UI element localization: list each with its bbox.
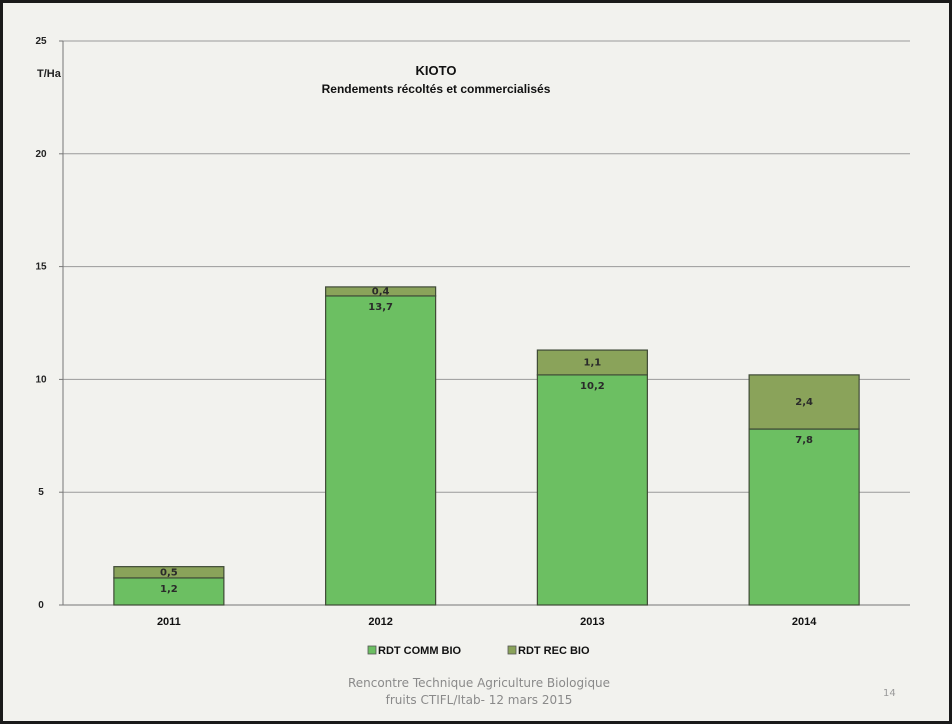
data-label: 0,4 (372, 286, 390, 297)
y-tick-label: 5 (38, 487, 44, 498)
bars: 1,2 0,5 13,7 0,4 10,2 1,1 7,8 2,4 (113, 286, 860, 606)
y-tick-label: 0 (38, 600, 44, 611)
bar-segment (536, 349, 648, 376)
y-tick-label: 10 (35, 374, 47, 385)
legend-swatch (507, 645, 517, 655)
legend-label: RDT COMM BIO (378, 645, 462, 657)
x-tick-label: 2011 (157, 616, 181, 628)
page-number: 14 (883, 688, 896, 699)
data-label: 10,2 (580, 381, 605, 392)
footer-line-1: Rencontre Technique Agriculture Biologiq… (347, 676, 611, 690)
bar-segment (325, 295, 437, 606)
y-tick-label: 20 (35, 149, 47, 160)
x-tick-label: 2014 (792, 616, 817, 628)
data-label: 13,7 (368, 302, 393, 313)
grid-lines (59, 40, 910, 606)
bar-segment (748, 428, 860, 606)
bar-segment (325, 286, 437, 297)
y-tick-label: 25 (35, 36, 47, 47)
data-label: 1,2 (160, 584, 178, 595)
footer-line-2: fruits CTIFL/Itab- 12 mars 2015 (385, 693, 573, 707)
x-tick-label: 2012 (368, 616, 392, 628)
bar-segment (113, 566, 225, 579)
data-label: 7,8 (795, 435, 813, 446)
stacked-bar-chart: 0 5 10 15 20 25 T/Ha KIOTO Rendements récolté… (35, 36, 910, 657)
legend-label: RDT REC BIO (518, 645, 590, 657)
y-axis-ticks: 0 5 10 15 20 25 (35, 36, 47, 611)
data-label: 2,4 (795, 397, 813, 408)
bar-segment (113, 577, 225, 606)
bar-segment (536, 374, 648, 606)
x-axis-ticks: 2011 2012 2013 2014 (157, 616, 817, 628)
legend-swatch (367, 645, 377, 655)
chart-title: KIOTO (416, 63, 457, 78)
y-axis-label: T/Ha (37, 68, 62, 80)
data-label: 1,1 (584, 357, 602, 368)
y-tick-label: 15 (35, 262, 47, 273)
legend: RDT COMM BIO RDT REC BIO (367, 645, 590, 657)
data-label: 0,5 (160, 567, 178, 578)
bar-segment (748, 374, 860, 430)
chart-subtitle: Rendements récoltés et commercialisés (322, 82, 551, 96)
x-tick-label: 2013 (580, 616, 604, 628)
